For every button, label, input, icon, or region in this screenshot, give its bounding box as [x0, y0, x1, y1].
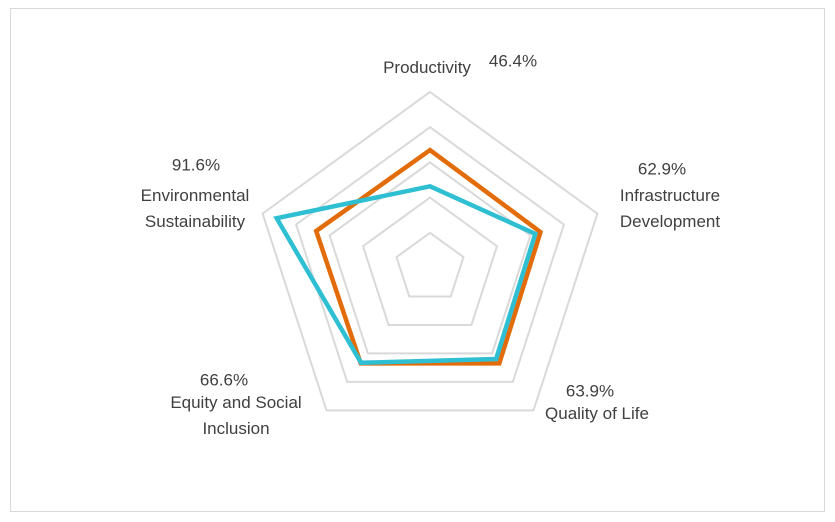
data-label: 66.6%	[200, 370, 248, 389]
grid-ring	[395, 231, 465, 298]
data-label: 91.6%	[172, 155, 220, 174]
category-label: Equity and Social Inclusion	[170, 393, 302, 438]
data-label: 63.9%	[566, 381, 614, 400]
series-line	[313, 147, 544, 366]
category-label: Infrastructure Development	[619, 186, 721, 231]
grid-ring	[361, 196, 499, 326]
data-label: 46.4%	[489, 51, 537, 70]
grid-ring	[261, 90, 599, 412]
data-label: 62.9%	[638, 159, 686, 178]
chart-border	[10, 8, 825, 512]
category-label: Quality of Life	[545, 404, 649, 423]
category-label: Environmental Sustainability	[140, 186, 250, 231]
category-label: Productivity	[383, 58, 471, 77]
series-line	[273, 183, 539, 366]
